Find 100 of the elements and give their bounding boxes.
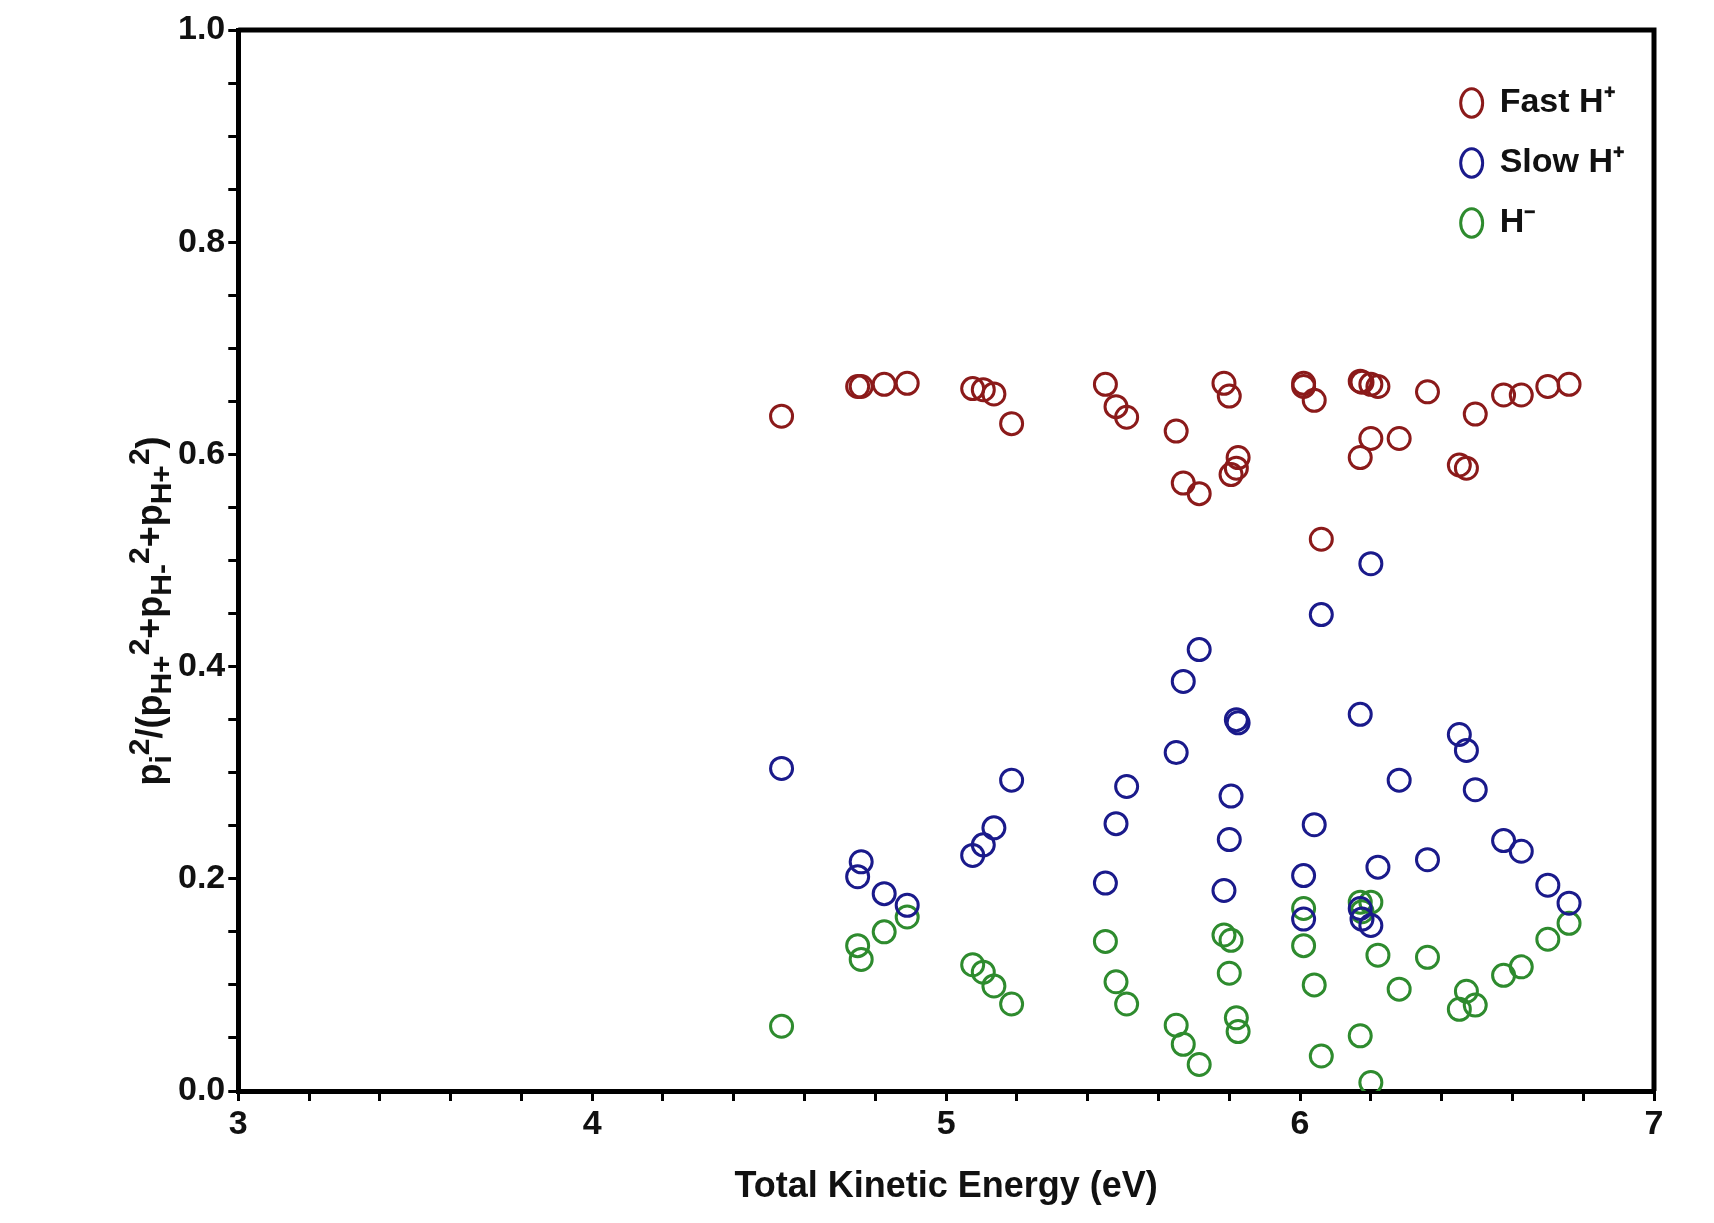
point: [981, 381, 1007, 407]
point: [1414, 944, 1440, 970]
point: [1291, 863, 1317, 889]
point: [1186, 1051, 1212, 1077]
point: [960, 842, 986, 868]
point: [848, 849, 874, 875]
point: [1453, 978, 1479, 1004]
point: [1446, 452, 1472, 478]
point: [1218, 927, 1244, 953]
point: [1358, 912, 1384, 938]
point: [1462, 401, 1488, 427]
point: [1114, 404, 1140, 430]
point: [871, 371, 897, 397]
point: [1103, 394, 1129, 420]
x-tick-label: 5: [936, 1102, 956, 1141]
point: [1386, 767, 1412, 793]
point: [999, 767, 1025, 793]
point: [1358, 371, 1384, 397]
point: [1301, 972, 1327, 998]
point: [1462, 992, 1488, 1018]
y-tick-label: 0.8: [178, 220, 226, 259]
point: [999, 991, 1025, 1017]
point: [1186, 481, 1212, 507]
point: [845, 933, 871, 959]
point: [1103, 969, 1129, 995]
point: [1092, 870, 1118, 896]
point: [1301, 387, 1327, 413]
point: [769, 1013, 795, 1039]
point: [871, 881, 897, 907]
point: [769, 403, 795, 429]
point: [1186, 637, 1212, 663]
point: [1358, 425, 1384, 451]
point: [894, 892, 920, 918]
point: [1170, 668, 1196, 694]
point: [1446, 996, 1472, 1022]
point: [1223, 1005, 1249, 1031]
point: [1347, 701, 1373, 727]
point: [1414, 379, 1440, 405]
point: [1216, 827, 1242, 853]
point: [1225, 445, 1251, 471]
point: [960, 952, 986, 978]
point: [1414, 847, 1440, 873]
point: [1211, 370, 1237, 396]
point: [1453, 737, 1479, 763]
point: [1535, 374, 1561, 399]
point: [1535, 926, 1561, 952]
point: [1211, 922, 1237, 948]
x-tick-label: 4: [582, 1102, 602, 1141]
point: [981, 815, 1007, 841]
point: [1462, 777, 1488, 803]
point: [1308, 526, 1334, 552]
point: [848, 946, 874, 972]
point: [1508, 954, 1534, 980]
point: [1556, 371, 1582, 397]
x-tick-label: 3: [228, 1102, 248, 1141]
point: [970, 832, 996, 858]
point: [1216, 383, 1242, 409]
y-tick-label: 1.0: [178, 8, 226, 47]
point: [1365, 374, 1391, 399]
point: [970, 959, 996, 985]
point: [769, 755, 795, 781]
point: [1218, 462, 1244, 488]
point: [1508, 382, 1534, 408]
point: [1223, 455, 1249, 481]
point: [1386, 425, 1412, 451]
point: [1092, 371, 1118, 397]
point: [1308, 1043, 1334, 1069]
point: [1308, 602, 1334, 628]
point: [1291, 933, 1317, 959]
point: [1491, 962, 1517, 988]
point: [1491, 382, 1517, 408]
point: [1446, 722, 1472, 747]
point: [1092, 928, 1118, 954]
x-tick-label: 7: [1644, 1102, 1664, 1141]
point: [1556, 890, 1582, 916]
point: [1349, 906, 1375, 932]
point: [1535, 872, 1561, 898]
point: [1301, 812, 1327, 838]
point: [1386, 976, 1412, 1002]
point: [970, 377, 996, 403]
point: [1216, 960, 1242, 986]
legend-label: Slow H⁺: [1499, 141, 1624, 180]
x-axis-title: Total Kinetic Energy (eV): [734, 1164, 1158, 1206]
point: [1347, 445, 1373, 471]
point: [1365, 854, 1391, 880]
point: [1103, 811, 1129, 837]
point: [1163, 1012, 1189, 1038]
point: [845, 864, 871, 890]
legend-label: Fast H⁺: [1499, 81, 1615, 120]
point: [960, 376, 986, 402]
point: [1114, 991, 1140, 1017]
y-tick-label: 0.0: [178, 1069, 226, 1108]
point: [1211, 877, 1237, 903]
point: [1163, 418, 1189, 444]
point: [1491, 828, 1517, 854]
point: [894, 904, 920, 930]
point: [1225, 1019, 1251, 1045]
point: [1508, 838, 1534, 864]
x-tick-label: 6: [1290, 1102, 1310, 1141]
point: [1358, 1070, 1384, 1091]
